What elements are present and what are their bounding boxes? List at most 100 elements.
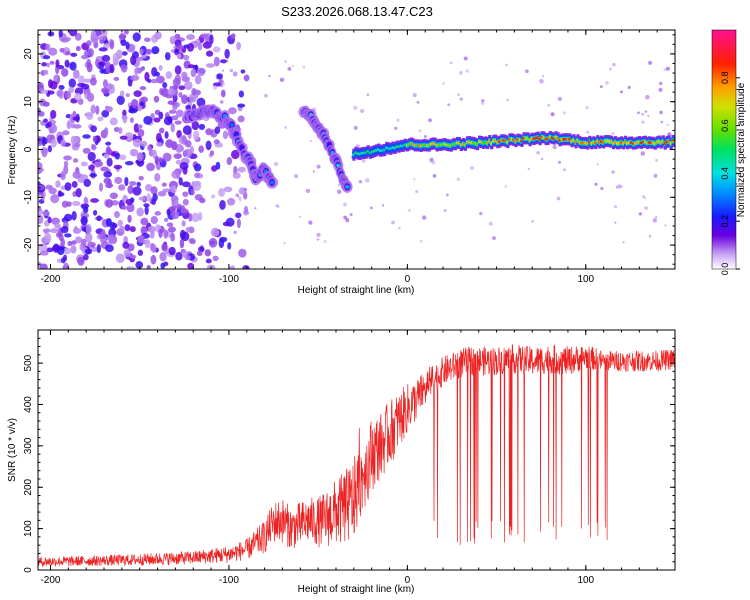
noise-blob [63, 160, 69, 167]
noise-blob [107, 83, 113, 90]
noise-blob [73, 225, 78, 232]
noise-blob [47, 216, 52, 224]
noise-blob [83, 196, 89, 204]
noise-blob [61, 68, 69, 77]
noise-dot [381, 204, 385, 207]
noise-dot [638, 212, 643, 216]
carrier-core [441, 143, 445, 146]
noise-blob [168, 109, 177, 114]
noise-blob [237, 115, 245, 123]
noise-blob [109, 40, 115, 50]
noise-blob [101, 30, 108, 37]
carrier-core [510, 137, 514, 141]
noise-blob [230, 149, 240, 160]
noise-dot [558, 160, 562, 164]
noise-dot [641, 112, 645, 116]
noise-blob [55, 59, 60, 68]
noise-blob [154, 31, 162, 40]
carrier-core [476, 142, 480, 146]
noise-dot [622, 241, 625, 244]
noise-dot [627, 85, 631, 89]
noise-blob [181, 181, 191, 188]
noise-blob [40, 89, 49, 94]
noise-blob [127, 185, 134, 195]
noise-dot [608, 67, 612, 71]
noise-blob [114, 176, 123, 185]
noise-blob [150, 215, 158, 225]
noise-blob [130, 74, 140, 81]
figure-title: S233.2026.068.13.47.C23 [281, 4, 433, 19]
noise-blob [80, 161, 88, 167]
noise-blob [70, 245, 77, 254]
y-tick-label: -10 [23, 190, 34, 205]
noise-blob [93, 209, 98, 216]
noise-dot [416, 100, 420, 104]
noise-dot [221, 69, 224, 72]
noise-dot [550, 112, 555, 117]
noise-blob [132, 32, 141, 42]
noise-blob [176, 129, 182, 139]
noise-blob [89, 77, 97, 86]
noise-dot [663, 68, 666, 71]
carrier-core [524, 137, 528, 140]
noise-dot [316, 164, 321, 169]
noise-blob [227, 242, 232, 250]
noise-dot [445, 193, 449, 197]
carrier-core [606, 139, 610, 143]
signal-core [229, 123, 235, 127]
noise-blob [218, 238, 225, 249]
noise-blob [80, 238, 87, 246]
carrier-core [530, 137, 534, 140]
noise-blob [113, 164, 123, 170]
noise-blob [66, 201, 72, 207]
noise-blob [140, 225, 148, 235]
carrier-core [409, 142, 414, 145]
x-tick-label: -200 [40, 575, 60, 586]
noise-blob [75, 187, 82, 198]
noise-blob [56, 258, 63, 263]
noise-dot [655, 158, 659, 162]
noise-blob [224, 48, 230, 59]
noise-dot [308, 220, 313, 225]
noise-blob [194, 94, 199, 99]
noise-blob [109, 63, 115, 74]
noise-blob [174, 65, 182, 75]
noise-blob [74, 32, 82, 41]
carrier-core [554, 135, 558, 139]
carrier-core [372, 149, 377, 153]
carrier-core [582, 141, 586, 145]
noise-blob [83, 178, 91, 188]
carrier-core [354, 151, 358, 155]
noise-blob [68, 30, 78, 37]
noise-dot [229, 68, 234, 73]
noise-blob [72, 170, 81, 179]
noise-blob [137, 249, 144, 256]
noise-blob [84, 248, 93, 255]
carrier-core [395, 145, 399, 148]
noise-dot [421, 215, 427, 220]
noise-blob [86, 92, 95, 103]
carrier-core [387, 147, 391, 150]
carrier-core [500, 138, 504, 142]
noise-blob [140, 217, 149, 226]
carrier-core [671, 139, 675, 143]
noise-dot [284, 60, 287, 63]
y-tick-label: -20 [23, 237, 34, 252]
noise-blob [69, 61, 77, 71]
carrier-core [486, 141, 490, 145]
noise-blob [108, 239, 116, 245]
carrier-core [604, 139, 608, 143]
noise-blob [222, 221, 230, 227]
noise-blob [125, 93, 130, 98]
noise-blob [80, 216, 88, 226]
carrier-core [465, 141, 470, 144]
noise-blob [42, 101, 50, 107]
noise-blob [181, 71, 188, 80]
noise-dot [287, 66, 292, 71]
noise-blob [178, 85, 186, 91]
noise-dot [210, 194, 216, 199]
noise-dot [337, 183, 341, 187]
noise-dot [432, 174, 437, 178]
